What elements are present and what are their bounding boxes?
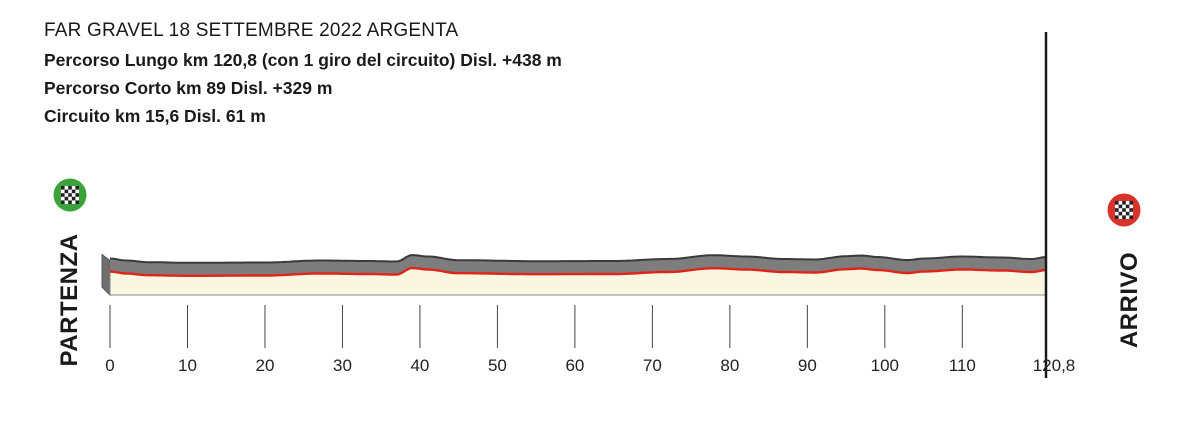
- flag-square: [1118, 211, 1123, 216]
- flag-square: [68, 186, 72, 190]
- flag-square: [1122, 215, 1126, 219]
- flag-square: [71, 189, 76, 194]
- flag-square: [75, 186, 79, 190]
- km-tick-label: 60: [565, 356, 584, 375]
- flag-square: [64, 189, 69, 194]
- route-title: FAR GRAVEL 18 SETTEMBRE 2022 ARGENTA: [44, 20, 459, 41]
- km-tick-label: 50: [488, 356, 507, 375]
- flag-square: [61, 193, 65, 197]
- km-tick-label: 120,8: [1033, 356, 1076, 375]
- km-tick-label: 80: [720, 356, 739, 375]
- flag-square: [61, 200, 65, 204]
- start-flag-icon: [53, 178, 87, 212]
- km-tick-label: 10: [178, 356, 197, 375]
- flag-square: [1129, 208, 1133, 212]
- flag-square: [1115, 208, 1119, 212]
- flag-square: [1125, 204, 1130, 209]
- flag-square: [1129, 215, 1133, 219]
- km-tick-label: 70: [643, 356, 662, 375]
- km-tick-label: 100: [871, 356, 899, 375]
- km-tick-label: 110: [949, 356, 976, 375]
- profile-side-face: [101, 253, 111, 297]
- circuit-info: Circuito km 15,6 Disl. 61 m: [44, 106, 266, 126]
- flag-square: [1122, 208, 1126, 212]
- profile-elevation-line: [109, 266, 1047, 277]
- flag-square: [1125, 211, 1130, 216]
- flag-square: [75, 193, 79, 197]
- km-tick-label: 20: [256, 356, 275, 375]
- flag-square: [64, 196, 69, 201]
- km-tick-label: 90: [798, 356, 817, 375]
- flag-square: [1129, 201, 1133, 205]
- km-tick-label: 0: [105, 356, 114, 375]
- long-route-info: Percorso Lungo km 120,8 (con 1 giro del …: [44, 50, 562, 70]
- km-tick-label: 40: [410, 356, 429, 375]
- short-route-info: Percorso Corto km 89 Disl. +329 m: [44, 78, 333, 98]
- flag-square: [68, 200, 72, 204]
- flag-square: [1122, 201, 1126, 205]
- flag-square: [1118, 204, 1123, 209]
- flag-square: [61, 186, 65, 190]
- flag-square: [75, 200, 79, 204]
- profile-top-edge: [109, 254, 1047, 264]
- flag-square: [1115, 201, 1119, 205]
- finish-flag-icon: [1107, 193, 1141, 227]
- flag-square: [68, 193, 72, 197]
- flag-square: [71, 196, 76, 201]
- flag-square: [1115, 215, 1119, 219]
- km-tick-label: 30: [333, 356, 352, 375]
